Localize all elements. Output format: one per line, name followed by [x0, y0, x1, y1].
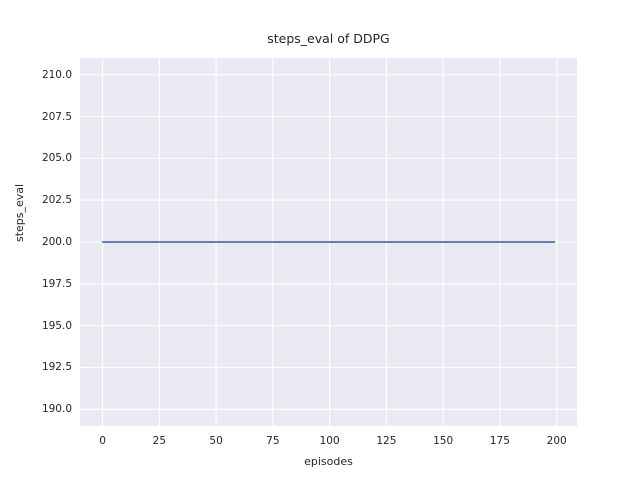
y-tick-label: 197.5	[41, 277, 72, 290]
x-tick-label: 25	[152, 435, 167, 447]
x-axis-label: episodes	[304, 455, 353, 468]
x-tick-label: 0	[99, 435, 106, 447]
y-tick-label: 195.0	[41, 319, 72, 332]
y-tick-label: 205.0	[41, 152, 72, 165]
y-tick-label: 190.0	[41, 403, 72, 416]
x-tick-label: 50	[209, 435, 223, 447]
y-tick-label: 207.5	[41, 110, 72, 123]
x-tick-label: 200	[546, 435, 567, 447]
x-tick-label: 125	[376, 435, 397, 447]
x-tick-label: 75	[266, 435, 280, 447]
y-tick-label: 202.5	[41, 194, 72, 207]
y-tick-label: 210.0	[41, 68, 72, 81]
y-tick-label: 192.5	[41, 361, 72, 374]
x-tick-label: 175	[489, 435, 510, 447]
y-tick-label: 200.0	[41, 236, 72, 248]
x-tick-label: 150	[433, 435, 454, 447]
chart-title: steps_eval of DDPG	[267, 31, 390, 46]
x-tick-label: 100	[319, 435, 340, 447]
